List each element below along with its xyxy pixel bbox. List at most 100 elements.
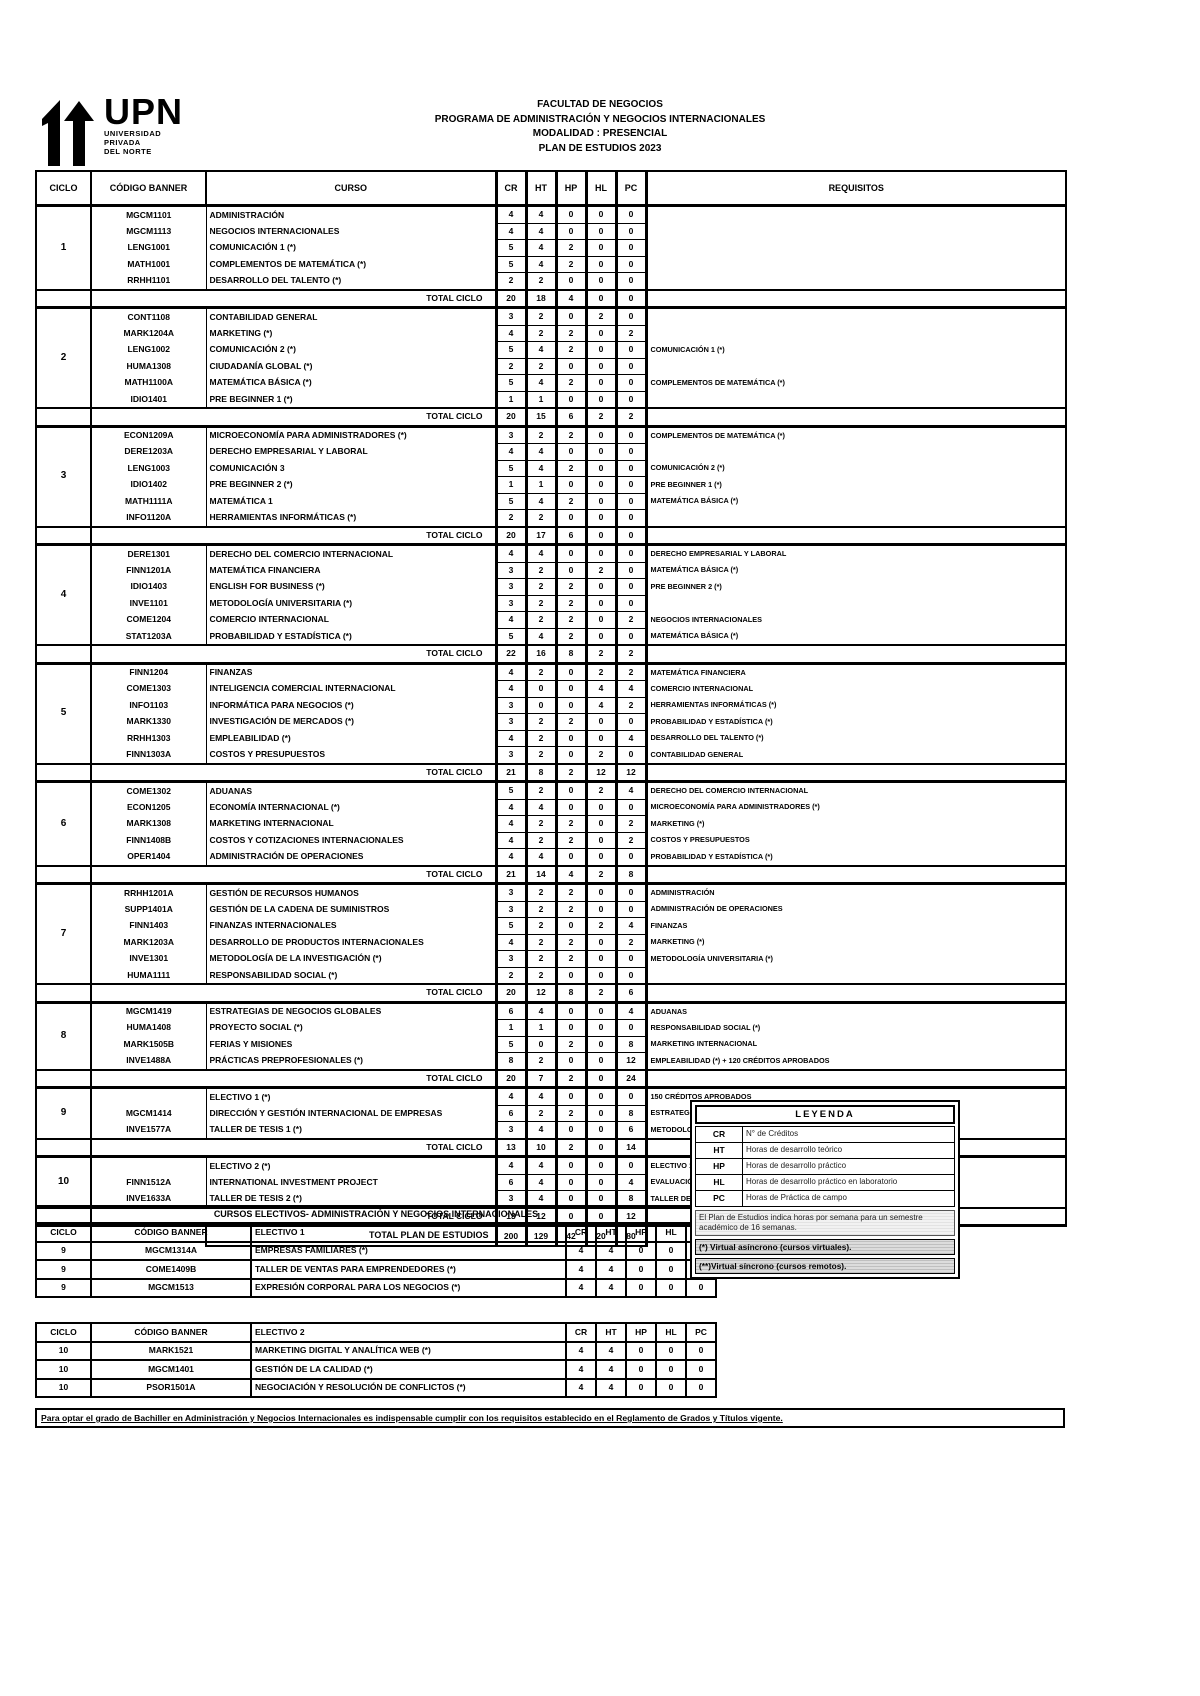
cycle-total-ht: 16 <box>524 644 558 665</box>
course-ht: 2 <box>524 831 558 849</box>
course-hp: 0 <box>554 543 588 563</box>
course-cr: 3 <box>494 424 528 444</box>
course-requisites: COMUNICACIÓN 2 (*) <box>644 460 1067 477</box>
course-requisites: COMPLEMENTOS DE MATEMÁTICA (*) <box>644 374 1067 391</box>
course-hl: 2 <box>584 746 618 764</box>
electives-col-pc: PC <box>685 1322 717 1343</box>
course-cr: 6 <box>494 1173 528 1191</box>
course-requisites <box>644 391 1067 408</box>
course-name: ESTRATEGIAS DE NEGOCIOS GLOBALES <box>206 1000 497 1020</box>
course-requisites: MARKETING INTERNACIONAL <box>644 1036 1067 1053</box>
course-hp: 2 <box>554 459 588 477</box>
cycle-total-label: TOTAL CICLO <box>90 644 497 665</box>
course-ht: 1 <box>524 476 558 494</box>
legend-abbr: HT <box>695 1142 743 1159</box>
course-hl: 0 <box>584 815 618 833</box>
electives-table-1: CURSOS ELECTIVOS- ADMINISTRACIÓN Y NEGOC… <box>35 1205 717 1298</box>
course-hp: 0 <box>554 1086 588 1106</box>
course-ht: 2 <box>524 611 558 629</box>
course-pc: 0 <box>614 509 648 527</box>
cycle-total-pc: 0 <box>614 525 648 546</box>
course-hp: 2 <box>554 578 588 596</box>
course-hl: 2 <box>584 780 618 800</box>
course-hl: 0 <box>584 509 618 527</box>
course-requisites: COMERCIO INTERNACIONAL <box>644 680 1067 697</box>
cycle-total-row: TOTAL CICLO 21 8 2 12 12 <box>35 762 1067 783</box>
course-code: RRHH1201A <box>90 882 207 901</box>
course-requisites: PRE BEGINNER 2 (*) <box>644 578 1067 595</box>
course-pc: 0 <box>614 492 648 510</box>
course-code: FINN1204 <box>90 661 207 681</box>
course-row: FINN1303A COSTOS Y PRESUPUESTOS 3 2 0 2 0 CONTA… <box>36 746 1067 764</box>
course-requisites: HERRAMIENTAS INFORMÁTICAS (*) <box>644 697 1067 714</box>
course-requisites <box>644 967 1067 984</box>
elective-hl: 0 <box>655 1377 687 1398</box>
cycle-total-spacer <box>35 1068 92 1089</box>
course-hl: 0 <box>584 341 618 359</box>
course-code: LENG1001 <box>90 239 207 256</box>
course-ht: 4 <box>524 1000 558 1020</box>
electives-title-row: CURSOS ELECTIVOS- ADMINISTRACIÓN Y NEGOC… <box>35 1205 717 1224</box>
course-name: DESARROLLO DE PRODUCTOS INTERNACIONALES <box>206 934 497 951</box>
course-row: MGCM1113 NEGOCIOS INTERNACIONALES 4 4 0 0 0 <box>36 222 1067 240</box>
cycle-total-hp: 6 <box>554 407 588 428</box>
course-hp: 0 <box>554 1052 588 1070</box>
course-code: RRHH1303 <box>90 730 207 747</box>
course-pc: 0 <box>614 1019 648 1037</box>
course-name: ELECTIVO 1 (*) <box>206 1086 497 1105</box>
course-pc: 4 <box>614 1000 648 1020</box>
course-cr: 3 <box>494 746 528 764</box>
cycle-block-8: 8 MGCM1419 ESTRATEGIAS DE NEGOCIOS GLOBALE… <box>35 1000 1067 1089</box>
electives-col-electivo-1: ELECTIVO 1 <box>250 1222 567 1243</box>
course-row: HUMA1111 RESPONSABILIDAD SOCIAL (*) 2 2 0 0 0 <box>36 966 1067 985</box>
course-ht: 2 <box>524 1052 558 1070</box>
course-pc: 4 <box>614 917 648 935</box>
course-pc: 4 <box>614 1173 648 1191</box>
elective-pc: 0 <box>685 1277 717 1298</box>
course-code: MGCM1419 <box>90 1000 207 1020</box>
course-ht: 2 <box>524 324 558 342</box>
course-ht: 4 <box>524 1155 558 1175</box>
cycle-block-7: 7 RRHH1201A GESTIÓN DE RECURSOS HUMANOS 3 2 2… <box>35 882 1067 1004</box>
col-requisitos: REQUISITOS <box>645 170 1067 207</box>
cycle-total-row: TOTAL CICLO 20 17 6 0 0 <box>35 525 1067 546</box>
course-pc: 4 <box>614 780 648 800</box>
course-cr: 5 <box>494 341 528 359</box>
course-cr: 5 <box>494 492 528 510</box>
course-requisites: PRE BEGINNER 1 (*) <box>644 476 1067 493</box>
course-row: MARK1505B FERIAS Y MISIONES 5 0 2 0 8 MARKETING… <box>36 1035 1067 1053</box>
course-cr: 4 <box>494 443 528 461</box>
course-name: PROBABILIDAD Y ESTADÍSTICA (*) <box>206 628 497 645</box>
course-name: PRE BEGINNER 1 (*) <box>206 391 497 408</box>
course-cr: 3 <box>494 882 528 902</box>
cycle-total-pc: 6 <box>614 983 648 1004</box>
course-cr: 3 <box>494 594 528 612</box>
elective-row: 9 MGCM1513 EXPRESIÓN CORPORAL PARA LOS NEG… <box>35 1277 717 1298</box>
course-name: PRE BEGINNER 2 (*) <box>206 476 497 493</box>
electives-col-ht: HT <box>595 1222 627 1243</box>
cycle-total-label: TOTAL CICLO <box>90 864 497 885</box>
course-row: 5 FINN1204 FINANZAS 4 2 0 2 2 MATEMÁTICA FINANCI… <box>35 661 1067 765</box>
cycle-number: 10 <box>35 1155 92 1209</box>
course-code: INFO1103 <box>90 697 207 714</box>
course-hp: 0 <box>554 306 588 326</box>
course-hl: 0 <box>584 204 618 224</box>
elective-code: MGCM1314A <box>90 1240 252 1261</box>
electives-table-2: CICLO CÓDIGO BANNER ELECTIVO 2 CR HT HP HL PC 10… <box>35 1322 717 1398</box>
cycle-total-label: TOTAL CICLO <box>90 407 497 428</box>
course-hp: 2 <box>554 594 588 612</box>
course-code: CONT1108 <box>90 306 207 325</box>
legend-description: Horas de desarrollo teórico <box>742 1142 955 1159</box>
legend-abbr: HL <box>695 1174 743 1191</box>
course-name: ADUANAS <box>206 780 497 799</box>
cycle-total-req-spacer <box>644 288 1067 309</box>
course-row: IDIO1402 PRE BEGINNER 2 (*) 1 1 0 0 0 PRE BEGIN… <box>36 476 1067 494</box>
course-code: INVE1488A <box>90 1052 207 1070</box>
cycle-number: 3 <box>35 424 92 528</box>
course-cr: 4 <box>494 661 528 681</box>
upn-logo-text: UPN UNIVERSIDAD PRIVADA DEL NORTE <box>104 94 183 157</box>
course-hl: 0 <box>584 950 618 968</box>
course-row: SUPP1401A GESTIÓN DE LA CADENA DE SUMINIS… <box>36 900 1067 918</box>
title-faculty: FACULTAD DE NEGOCIOS <box>537 99 663 110</box>
